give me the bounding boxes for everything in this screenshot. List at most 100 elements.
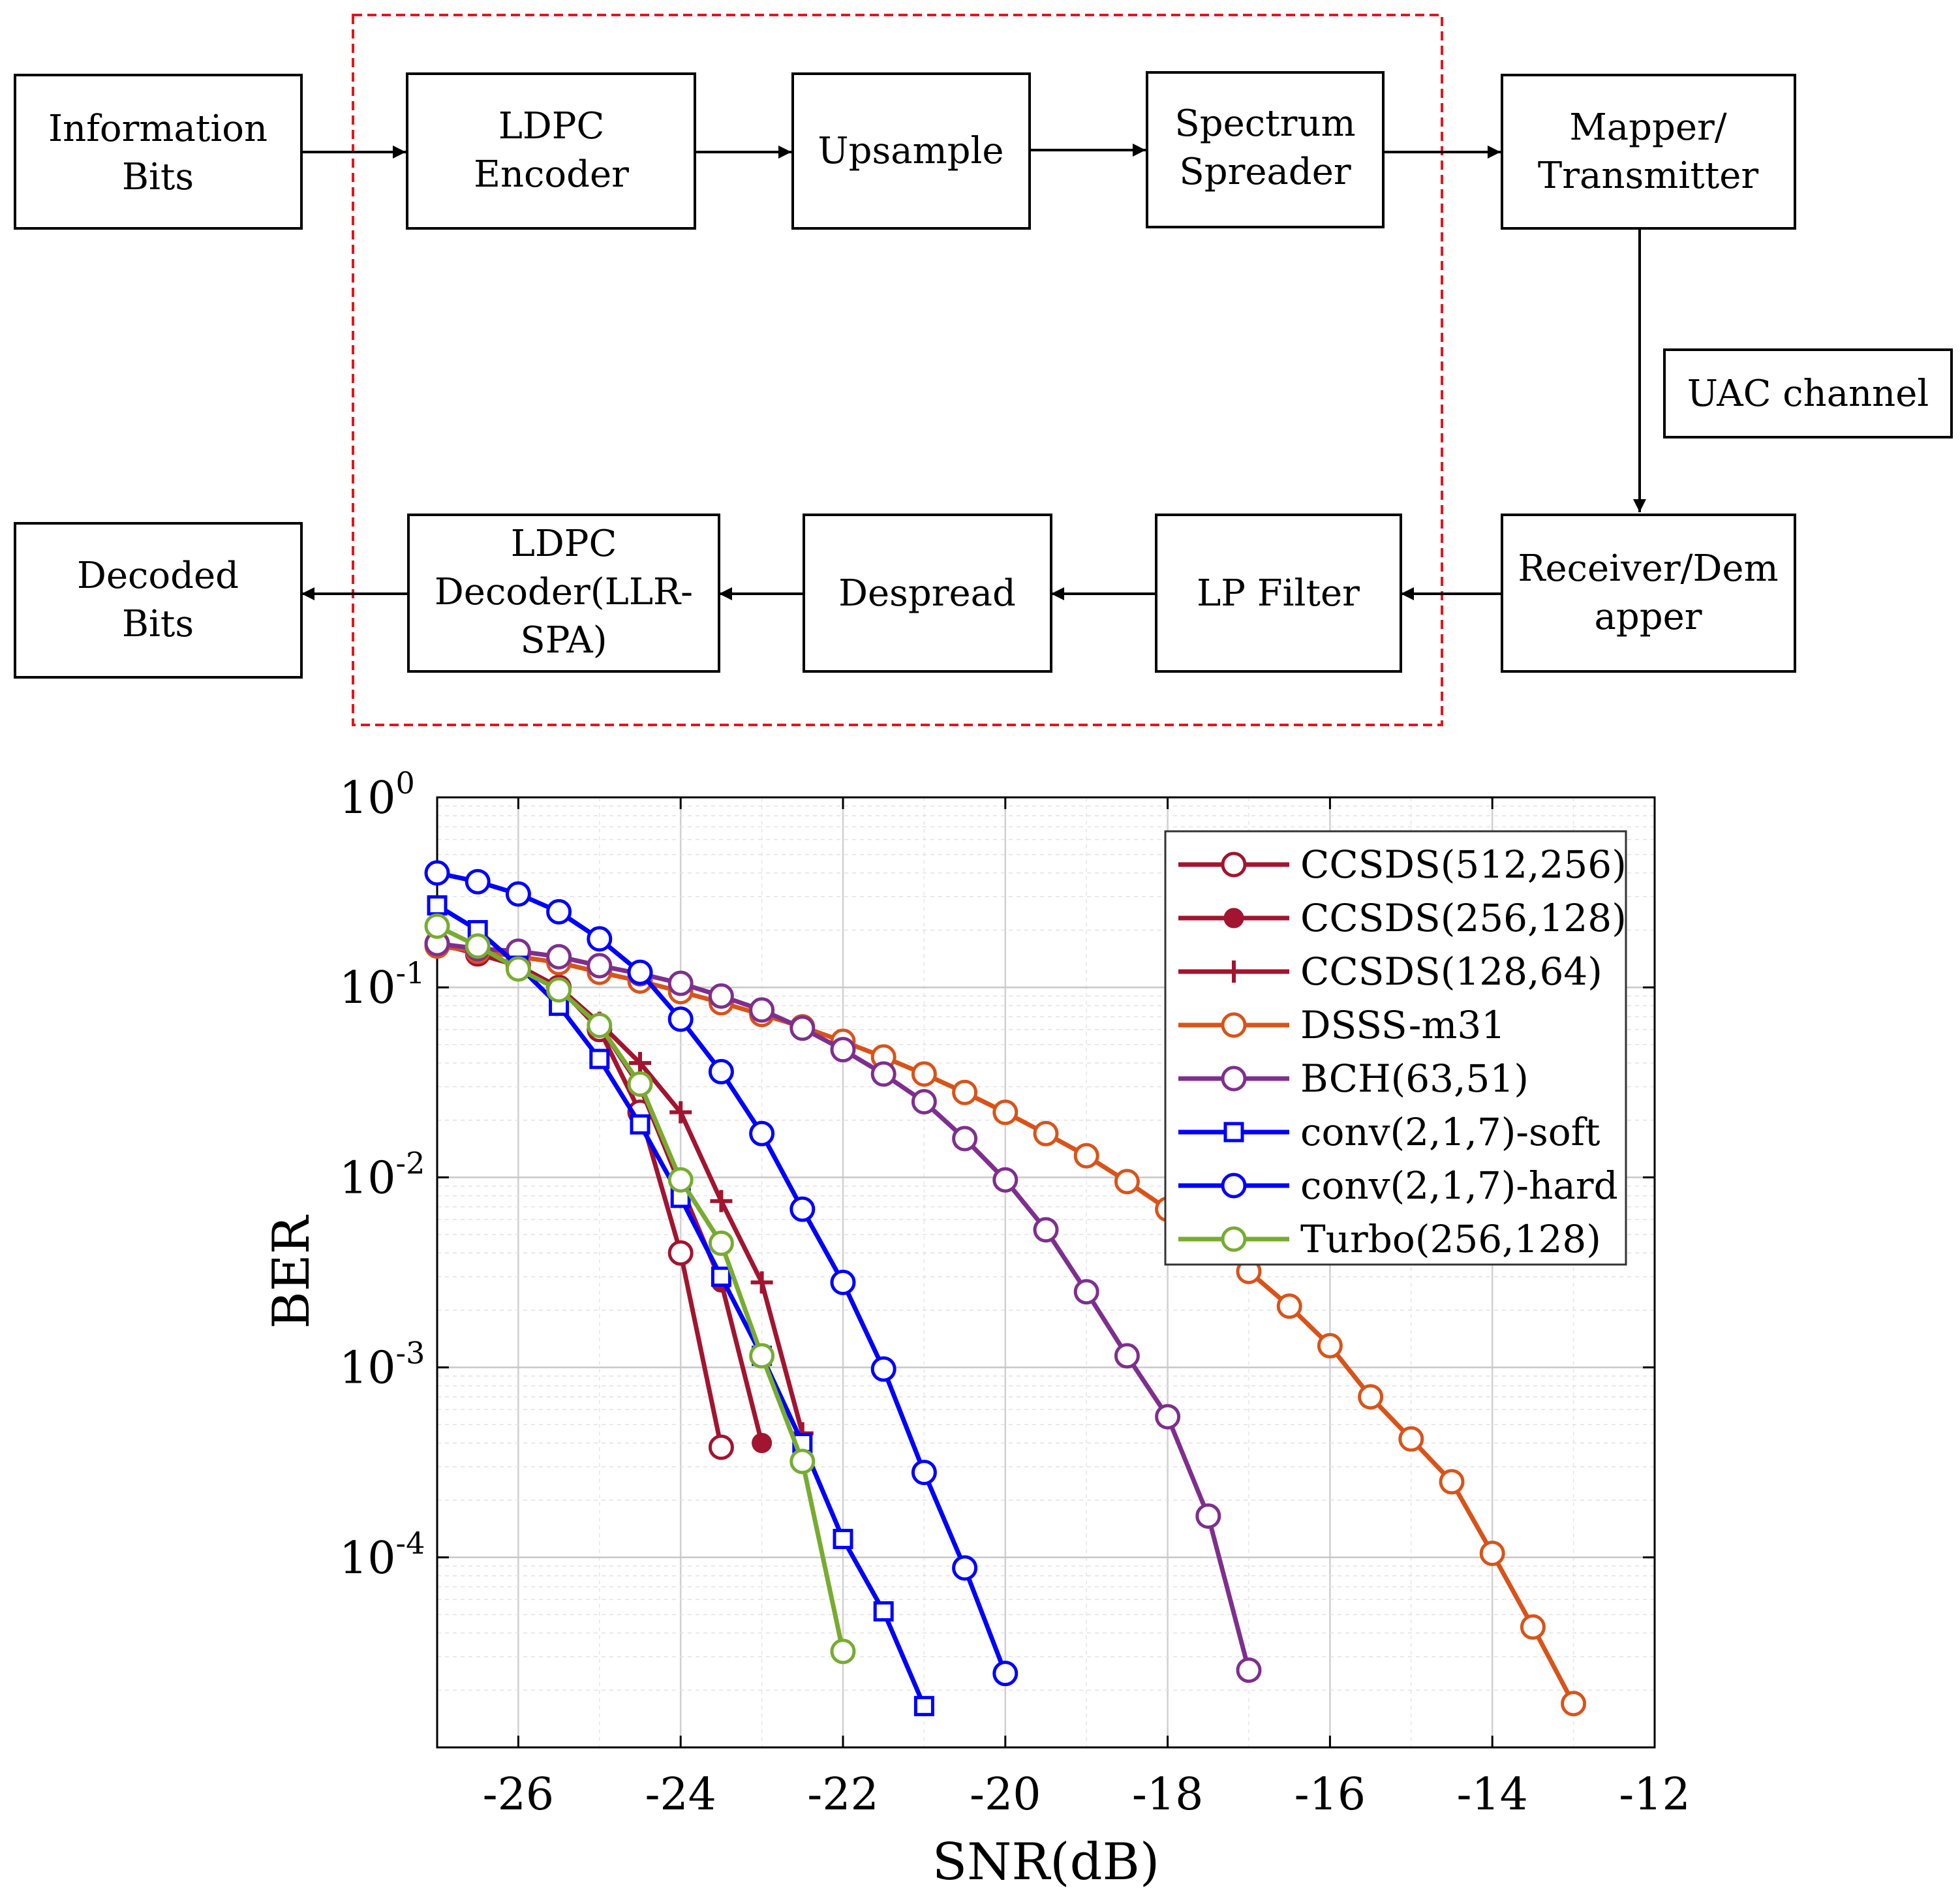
data-point bbox=[1073, 1279, 1099, 1305]
data-point bbox=[1221, 1012, 1247, 1038]
x-axis-ticks: -26 -24 -22 -20 -18 -16 -14 -12 bbox=[483, 797, 1691, 1820]
block-ldpc-decoder-line2: Decoder(LLR- bbox=[435, 571, 693, 613]
data-point bbox=[1221, 852, 1247, 878]
data-point bbox=[830, 1037, 856, 1063]
data-point bbox=[711, 1267, 731, 1287]
data-point bbox=[1221, 1226, 1247, 1252]
x-tick-label: -22 bbox=[807, 1769, 879, 1820]
data-point bbox=[830, 1638, 856, 1665]
data-point bbox=[873, 1601, 894, 1621]
data-point bbox=[833, 1529, 853, 1550]
data-point bbox=[1520, 1614, 1546, 1640]
data-point bbox=[669, 1101, 692, 1124]
data-point bbox=[992, 1099, 1018, 1126]
data-point bbox=[1073, 1143, 1099, 1169]
data-point bbox=[1223, 960, 1245, 983]
x-tick-label: -24 bbox=[645, 1769, 716, 1820]
block-lp-filter: LP Filter bbox=[1155, 514, 1402, 673]
data-point bbox=[629, 1052, 651, 1075]
x-tick-label: -18 bbox=[1132, 1769, 1204, 1820]
data-point bbox=[589, 1049, 610, 1069]
legend-label: CCSDS(512,256) bbox=[1300, 842, 1627, 887]
block-receiver-demapper-line1: Receiver/Dem bbox=[1518, 547, 1778, 590]
data-point bbox=[1114, 1343, 1140, 1369]
legend-label: DSSS-m31 bbox=[1300, 1003, 1505, 1047]
block-spectrum-spreader-line1: Spectrum bbox=[1174, 102, 1355, 145]
data-point bbox=[870, 1061, 896, 1087]
data-point bbox=[505, 956, 531, 982]
data-point bbox=[587, 1013, 613, 1039]
series-turbo-256-128- bbox=[424, 913, 856, 1665]
data-point bbox=[710, 1190, 733, 1212]
data-point bbox=[708, 1230, 734, 1256]
data-point bbox=[1195, 1503, 1221, 1529]
data-point bbox=[1033, 1120, 1059, 1146]
data-point bbox=[911, 1061, 937, 1087]
legend-label: conv(2,1,7)-soft bbox=[1300, 1110, 1600, 1154]
data-point bbox=[1561, 1691, 1587, 1717]
y-tick-label: 100 bbox=[339, 765, 415, 824]
block-ldpc-encoder-line2: Encoder bbox=[474, 153, 629, 196]
data-point bbox=[708, 1058, 734, 1084]
data-point bbox=[911, 1460, 937, 1486]
data-point bbox=[1223, 1122, 1244, 1143]
block-despread-line1: Despread bbox=[838, 572, 1016, 615]
data-point bbox=[424, 913, 450, 939]
data-point bbox=[587, 953, 613, 979]
data-point bbox=[427, 895, 448, 916]
block-ldpc-encoder: LDPC Encoder bbox=[406, 72, 696, 230]
data-point bbox=[992, 1167, 1018, 1193]
block-uac-channel-line1: UAC channel bbox=[1687, 373, 1929, 415]
chart-legend: CCSDS(512,256) CCSDS(256,128) CCSDS(128,64… bbox=[1164, 830, 1627, 1266]
data-point bbox=[587, 926, 613, 952]
data-point bbox=[1236, 1657, 1262, 1683]
legend-label: CCSDS(128,64) bbox=[1300, 949, 1602, 994]
data-point bbox=[830, 1269, 856, 1295]
data-point bbox=[627, 959, 653, 985]
data-point bbox=[627, 1071, 653, 1097]
data-point bbox=[1221, 1066, 1247, 1092]
block-spectrum-spreader: Spectrum Spreader bbox=[1146, 71, 1385, 228]
data-point bbox=[952, 1126, 978, 1152]
x-tick-label: -12 bbox=[1619, 1769, 1691, 1820]
data-point bbox=[1398, 1426, 1424, 1452]
x-tick-label: -14 bbox=[1456, 1769, 1528, 1820]
data-point bbox=[505, 881, 531, 907]
data-point bbox=[870, 1356, 896, 1382]
data-point bbox=[911, 1089, 937, 1115]
block-ldpc-decoder: LDPC Decoder(LLR- SPA) bbox=[407, 514, 720, 673]
y-tick-label: 10-2 bbox=[339, 1145, 425, 1204]
y-axis-label: BER bbox=[262, 1214, 321, 1328]
x-tick-label: -26 bbox=[483, 1769, 555, 1820]
block-decoded-bits-line1: Decoded bbox=[77, 555, 239, 597]
data-point bbox=[913, 1696, 934, 1717]
data-point bbox=[750, 1271, 773, 1294]
x-tick-label: -20 bbox=[970, 1769, 1041, 1820]
block-ldpc-encoder-line1: LDPC bbox=[498, 105, 605, 147]
data-point bbox=[630, 1114, 651, 1135]
block-ldpc-decoder-line3: SPA) bbox=[520, 619, 607, 662]
data-point bbox=[789, 1196, 816, 1222]
data-point bbox=[708, 1434, 734, 1460]
data-point bbox=[1221, 1173, 1247, 1199]
data-point bbox=[546, 898, 572, 925]
block-uac-channel: UAC channel bbox=[1663, 348, 1953, 438]
block-lp-filter-line1: LP Filter bbox=[1197, 572, 1360, 615]
block-upsample: Upsample bbox=[791, 72, 1031, 230]
block-decoded-bits-line2: Bits bbox=[122, 603, 194, 645]
data-point bbox=[789, 1449, 816, 1475]
block-despread: Despread bbox=[803, 514, 1052, 673]
x-axis-label: SNR(dB) bbox=[932, 1833, 1160, 1892]
legend-label: Turbo(256,128) bbox=[1300, 1217, 1601, 1261]
data-point bbox=[667, 970, 694, 996]
data-point bbox=[1358, 1384, 1384, 1410]
plot-frame bbox=[436, 796, 1656, 1749]
y-axis-ticks: 100 10-1 10-2 10-3 10-4 bbox=[339, 765, 1655, 1584]
block-receiver-demapper-line2: apper bbox=[1595, 596, 1702, 638]
block-spectrum-spreader-line2: Spreader bbox=[1179, 151, 1351, 193]
data-point bbox=[1223, 908, 1244, 929]
data-point bbox=[749, 1343, 775, 1369]
legend-label: CCSDS(256,128) bbox=[1300, 896, 1627, 940]
block-decoded-bits: Decoded Bits bbox=[14, 522, 303, 679]
